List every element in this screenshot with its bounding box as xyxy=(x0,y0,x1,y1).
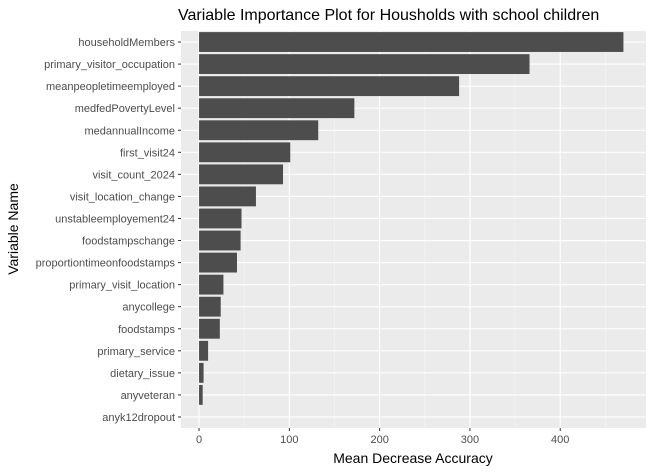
bar-first_visit24 xyxy=(199,142,291,163)
bar-primary_visit_location xyxy=(199,274,224,295)
bars xyxy=(199,32,624,427)
bar-primary_visitor_occupation xyxy=(199,54,530,75)
y-tick-label: primary_visitor_occupation xyxy=(44,59,175,71)
y-tick-label: householdMembers xyxy=(78,37,175,49)
bar-unstableemployement24 xyxy=(199,208,242,229)
x-tick-label: 100 xyxy=(280,434,298,446)
bar-medannualIncome xyxy=(199,120,319,141)
bar-medfedPovertyLevel xyxy=(199,98,355,119)
bar-anycollege xyxy=(199,296,221,317)
y-tick-label: visit_location_change xyxy=(70,191,175,203)
y-tick-label: primary_visit_location xyxy=(69,280,175,292)
y-tick-label: medannualIncome xyxy=(84,125,175,137)
y-tick-label: visit_count_2024 xyxy=(92,169,175,181)
y-axis-title: Variable Name xyxy=(5,183,21,275)
y-tick-label: anyveteran xyxy=(121,390,175,402)
y-tick-label: meanpeopletimeemployed xyxy=(46,81,175,93)
bar-visit_location_change xyxy=(199,186,256,207)
y-tick-label: anycollege xyxy=(122,302,175,314)
y-tick-label: dietary_issue xyxy=(110,368,175,380)
bar-visit_count_2024 xyxy=(199,164,284,185)
plot-panel xyxy=(181,31,646,428)
bar-proportiontimeonfoodstamps xyxy=(199,252,237,273)
x-tick-label: 200 xyxy=(370,434,388,446)
x-tick-label: 400 xyxy=(551,434,569,446)
bar-meanpeopletimeemployed xyxy=(199,76,460,97)
x-axis-title: Mean Decrease Accuracy xyxy=(333,450,493,466)
bar-primary_service xyxy=(199,340,209,361)
bar-anyveteran xyxy=(199,384,203,405)
y-tick-label: proportiontimeonfoodstamps xyxy=(36,258,176,270)
x-axis-ticks: 0 100 200 300 400 xyxy=(196,428,569,446)
x-tick-label: 300 xyxy=(461,434,479,446)
bar-dietary_issue xyxy=(199,362,204,383)
y-tick-label: first_visit24 xyxy=(120,147,175,159)
x-tick-label: 0 xyxy=(196,434,202,446)
bar-householdMembers xyxy=(199,32,624,52)
y-tick-label: anyk12dropout xyxy=(102,412,175,424)
y-tick-label: foodstamps xyxy=(118,324,175,336)
y-tick-label: unstableemployement24 xyxy=(55,213,175,225)
bar-foodstamps xyxy=(199,318,220,339)
bar-foodstampschange xyxy=(199,230,241,251)
chart-title: Variable Importance Plot for Housholds w… xyxy=(178,7,599,24)
y-tick-label: primary_service xyxy=(97,346,175,358)
y-tick-label: medfedPovertyLevel xyxy=(75,103,175,115)
y-axis-ticks: householdMembers primary_visitor_occupati… xyxy=(36,37,181,424)
y-tick-label: foodstampschange xyxy=(82,236,175,248)
